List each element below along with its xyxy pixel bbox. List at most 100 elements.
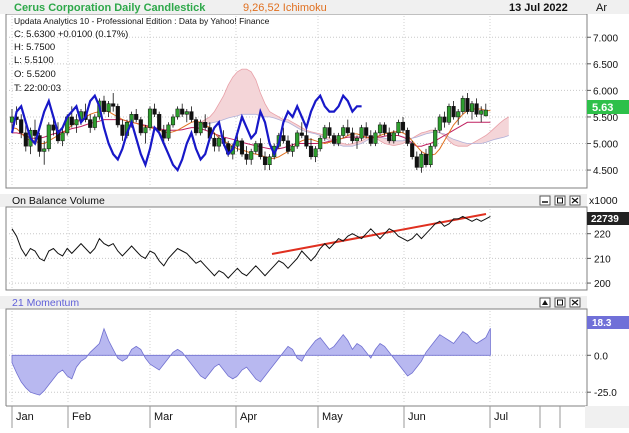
candle-body [354,137,360,142]
close-icon [571,197,579,204]
candle [37,132,42,157]
candle-body [474,103,479,115]
momentum-title: 21 Momentum [12,297,79,309]
candle-body [331,135,337,144]
momentum-panel-controls [539,297,581,308]
candle-body [88,119,93,128]
candle-body [327,127,332,136]
candle-body [42,148,47,152]
candle-body [308,145,314,158]
candle [249,148,254,165]
candle [258,138,263,160]
candle-body [350,132,355,142]
candle-body [419,153,424,168]
obv-minimize-button[interactable] [539,195,551,206]
candle-body [74,119,79,126]
candle-body [400,122,406,131]
month-label: Jan [16,411,34,423]
ohlc-close: C: 5.6300 +0.0100 (0.17%) [14,29,128,40]
candle-body [322,127,327,139]
candle [359,124,364,141]
candle-body [410,143,415,158]
candle-body [318,137,323,150]
candle [373,130,378,147]
momentum-close-button[interactable] [569,297,581,308]
candle-body [115,106,120,126]
candle-body [267,156,272,165]
indicator-name: 9,26,52 Ichimoku [243,2,327,14]
candle [322,124,327,141]
candle-body [281,135,286,142]
candle-body [368,135,373,144]
candle-body [184,111,189,115]
candle [405,127,410,147]
triangle-up-icon [542,300,548,305]
candle-body [469,103,475,112]
candle-body [203,122,208,128]
candle [281,127,286,144]
candle-body [304,135,309,147]
candle [419,151,424,173]
candle [175,106,180,120]
candle-body [253,143,258,152]
candle-body [359,127,364,139]
candle [143,124,148,144]
candle-body [396,122,401,134]
candle-body [198,122,203,134]
candle [364,122,369,139]
candle [106,101,111,117]
candle-body [147,108,153,128]
candle [88,114,93,133]
obv-close-button[interactable] [569,195,581,206]
candle-body [373,132,378,144]
candle-body [295,132,300,147]
candle [474,98,479,117]
month-label: Mar [154,411,173,423]
candle [42,140,47,165]
candle [295,130,300,149]
candle-body [456,111,461,118]
candle [19,114,24,139]
candle [299,122,304,139]
candle [69,106,74,128]
candle-body [51,124,56,131]
obv-trendline [271,213,487,255]
candle-body [239,140,245,155]
candle [469,101,475,120]
month-label: Feb [72,411,91,423]
momentum-maximize-button[interactable] [539,297,551,308]
candle-body [212,137,217,147]
last-price-box [587,100,629,114]
momentum-title-bar [0,296,587,309]
cloud-fill [196,69,509,147]
candle [212,132,217,152]
price-tick-label: 7.000 [593,33,618,44]
candle-body [299,132,304,136]
header-corner: Ar [596,2,607,14]
candle-body [9,116,15,123]
candle-body [92,116,97,128]
ohlc-time: T: 22:00:03 [14,83,61,94]
candle [304,130,309,149]
candle [350,127,355,144]
candle [193,116,199,136]
candle [253,140,258,155]
candle-body [19,119,24,134]
momentum-area [11,327,491,396]
momentum-restore-button[interactable] [554,297,566,308]
candle-body [120,124,125,136]
candle [354,135,360,149]
price-tick-label: 5.000 [593,140,618,151]
x-axis-bar [0,406,629,428]
obv-maximize-button[interactable] [554,195,566,206]
candle [120,119,125,141]
candle [216,135,222,152]
data-source: Updata Analytics 10 - Professional Editi… [14,16,270,26]
candle-body [37,135,42,152]
candle [465,93,470,115]
momentum-y-axis: 0.0 -25.0 [587,351,617,399]
candle [152,103,157,117]
maximize-icon [557,197,563,204]
candle [456,108,461,125]
